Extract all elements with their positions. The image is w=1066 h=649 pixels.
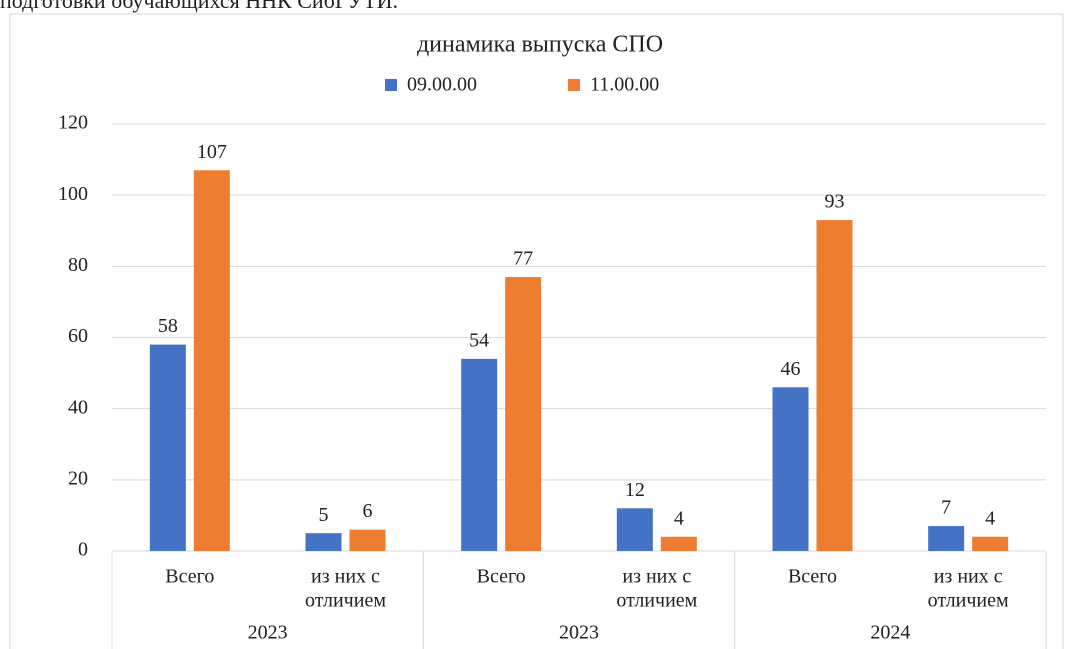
bar — [149, 344, 186, 551]
x-tick-label: Всего — [477, 566, 526, 588]
data-label: 7 — [941, 497, 951, 519]
group-label: 2024 — [870, 622, 910, 644]
group-label: 2023 — [248, 622, 288, 644]
data-label: 107 — [197, 141, 227, 163]
data-label: 46 — [781, 358, 801, 380]
data-label: 54 — [469, 329, 489, 351]
bar — [816, 220, 853, 551]
bar — [972, 536, 1009, 551]
x-tick-label: из них с — [622, 566, 691, 588]
bar — [305, 533, 342, 551]
y-tick-label: 60 — [68, 325, 88, 347]
y-tick-label: 120 — [58, 112, 88, 134]
y-tick-label: 0 — [78, 539, 88, 561]
y-tick-label: 20 — [68, 467, 88, 489]
data-label: 4 — [985, 507, 995, 529]
group-label: 2023 — [559, 622, 599, 644]
bar — [349, 529, 386, 551]
bar — [928, 526, 965, 551]
bar — [461, 358, 498, 551]
data-label: 4 — [674, 507, 684, 529]
data-label: 6 — [363, 500, 373, 522]
data-label: 77 — [513, 248, 533, 270]
data-label: 5 — [319, 504, 329, 526]
bar — [505, 277, 542, 551]
x-tick-label: отличием — [305, 590, 386, 612]
data-label: 93 — [825, 191, 845, 213]
legend-label: 11.00.00 — [590, 74, 659, 96]
chart-border — [9, 13, 1064, 649]
x-tick-label: из них с — [934, 566, 1003, 588]
data-label: 12 — [625, 479, 645, 501]
x-tick-label: отличием — [616, 590, 697, 612]
legend-swatch — [385, 79, 397, 91]
x-tick-label: Всего — [788, 566, 837, 588]
y-tick-label: 80 — [68, 254, 88, 276]
y-tick-label: 40 — [68, 396, 88, 418]
bar — [193, 170, 230, 551]
data-label: 58 — [158, 315, 178, 337]
chart-title: динамика выпуска СПО — [417, 32, 663, 58]
bar — [660, 536, 697, 551]
legend-label: 09.00.00 — [407, 74, 477, 96]
x-tick-label: Всего — [165, 566, 214, 588]
caption: подготовки обучающихся ННК СибГУТИ. — [0, 0, 398, 13]
bar — [616, 508, 653, 551]
legend-swatch — [568, 79, 580, 91]
y-tick-label: 100 — [58, 183, 88, 205]
x-tick-label: отличием — [928, 590, 1009, 612]
bar — [772, 387, 809, 551]
x-tick-label: из них с — [311, 566, 380, 588]
